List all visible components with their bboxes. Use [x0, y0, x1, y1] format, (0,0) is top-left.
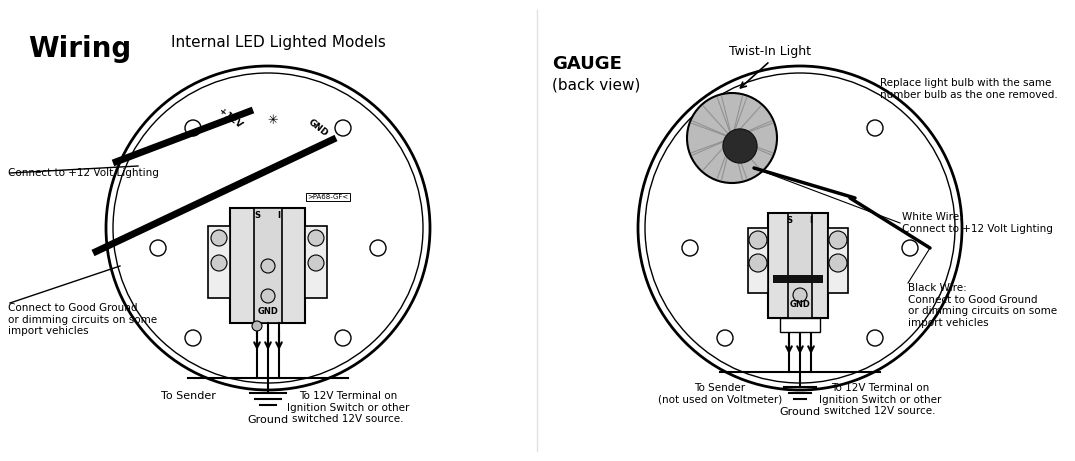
Bar	[207, 226, 230, 298]
Text: GND: GND	[789, 300, 811, 309]
Text: GND: GND	[306, 118, 330, 138]
Text: +12V: +12V	[216, 106, 243, 130]
Ellipse shape	[211, 255, 227, 271]
Text: To Sender: To Sender	[160, 391, 215, 401]
Text: Connect to +12 Volt Lighting: Connect to +12 Volt Lighting	[8, 168, 159, 178]
Text: GAUGE: GAUGE	[551, 55, 621, 73]
Text: Connect to Good Ground
or dimming circuits on some
import vehicles: Connect to Good Ground or dimming circui…	[8, 303, 157, 336]
Ellipse shape	[687, 93, 777, 183]
Bar	[768, 213, 828, 318]
Text: GND: GND	[258, 307, 278, 316]
Ellipse shape	[261, 259, 275, 273]
Ellipse shape	[829, 254, 847, 272]
Text: I: I	[809, 216, 813, 225]
Text: Internal LED Lighted Models: Internal LED Lighted Models	[171, 35, 386, 50]
Ellipse shape	[309, 230, 324, 246]
Bar	[305, 226, 327, 298]
Text: I: I	[277, 211, 281, 220]
Ellipse shape	[722, 129, 757, 163]
Text: S: S	[786, 216, 792, 225]
Bar	[254, 208, 282, 323]
Text: Replace light bulb with the same
number bulb as the one removed.: Replace light bulb with the same number …	[880, 78, 1058, 100]
Ellipse shape	[829, 231, 847, 249]
Text: To Sender
(not used on Voltmeter): To Sender (not used on Voltmeter)	[658, 383, 783, 405]
Ellipse shape	[749, 254, 766, 272]
Ellipse shape	[211, 230, 227, 246]
Text: Wiring: Wiring	[28, 35, 131, 63]
Text: To 12V Terminal on
Ignition Switch or other
switched 12V source.: To 12V Terminal on Ignition Switch or ot…	[819, 383, 942, 416]
Bar	[748, 228, 768, 293]
Text: Ground: Ground	[779, 407, 820, 417]
Text: (back view): (back view)	[551, 78, 641, 93]
Ellipse shape	[793, 288, 807, 302]
Text: Ground: Ground	[247, 415, 288, 425]
Text: >PA68-GF<: >PA68-GF<	[307, 194, 348, 200]
Text: Black Wire:
Connect to Good Ground
or dimming circuits on some
import vehicles: Black Wire: Connect to Good Ground or di…	[908, 283, 1057, 328]
Text: White Wire:
Connect to +12 Volt Lighting: White Wire: Connect to +12 Volt Lighting	[902, 212, 1052, 234]
Bar	[828, 228, 848, 293]
Ellipse shape	[749, 231, 766, 249]
Bar	[788, 213, 812, 318]
Ellipse shape	[309, 255, 324, 271]
Ellipse shape	[252, 321, 262, 331]
Text: Twist-In Light: Twist-In Light	[729, 45, 811, 58]
Bar	[773, 275, 823, 283]
Bar	[230, 208, 305, 323]
Bar	[780, 318, 820, 332]
Text: ✳: ✳	[268, 113, 278, 126]
Text: To 12V Terminal on
Ignition Switch or other
switched 12V source.: To 12V Terminal on Ignition Switch or ot…	[287, 391, 410, 424]
Text: S: S	[254, 211, 260, 220]
Ellipse shape	[261, 289, 275, 303]
